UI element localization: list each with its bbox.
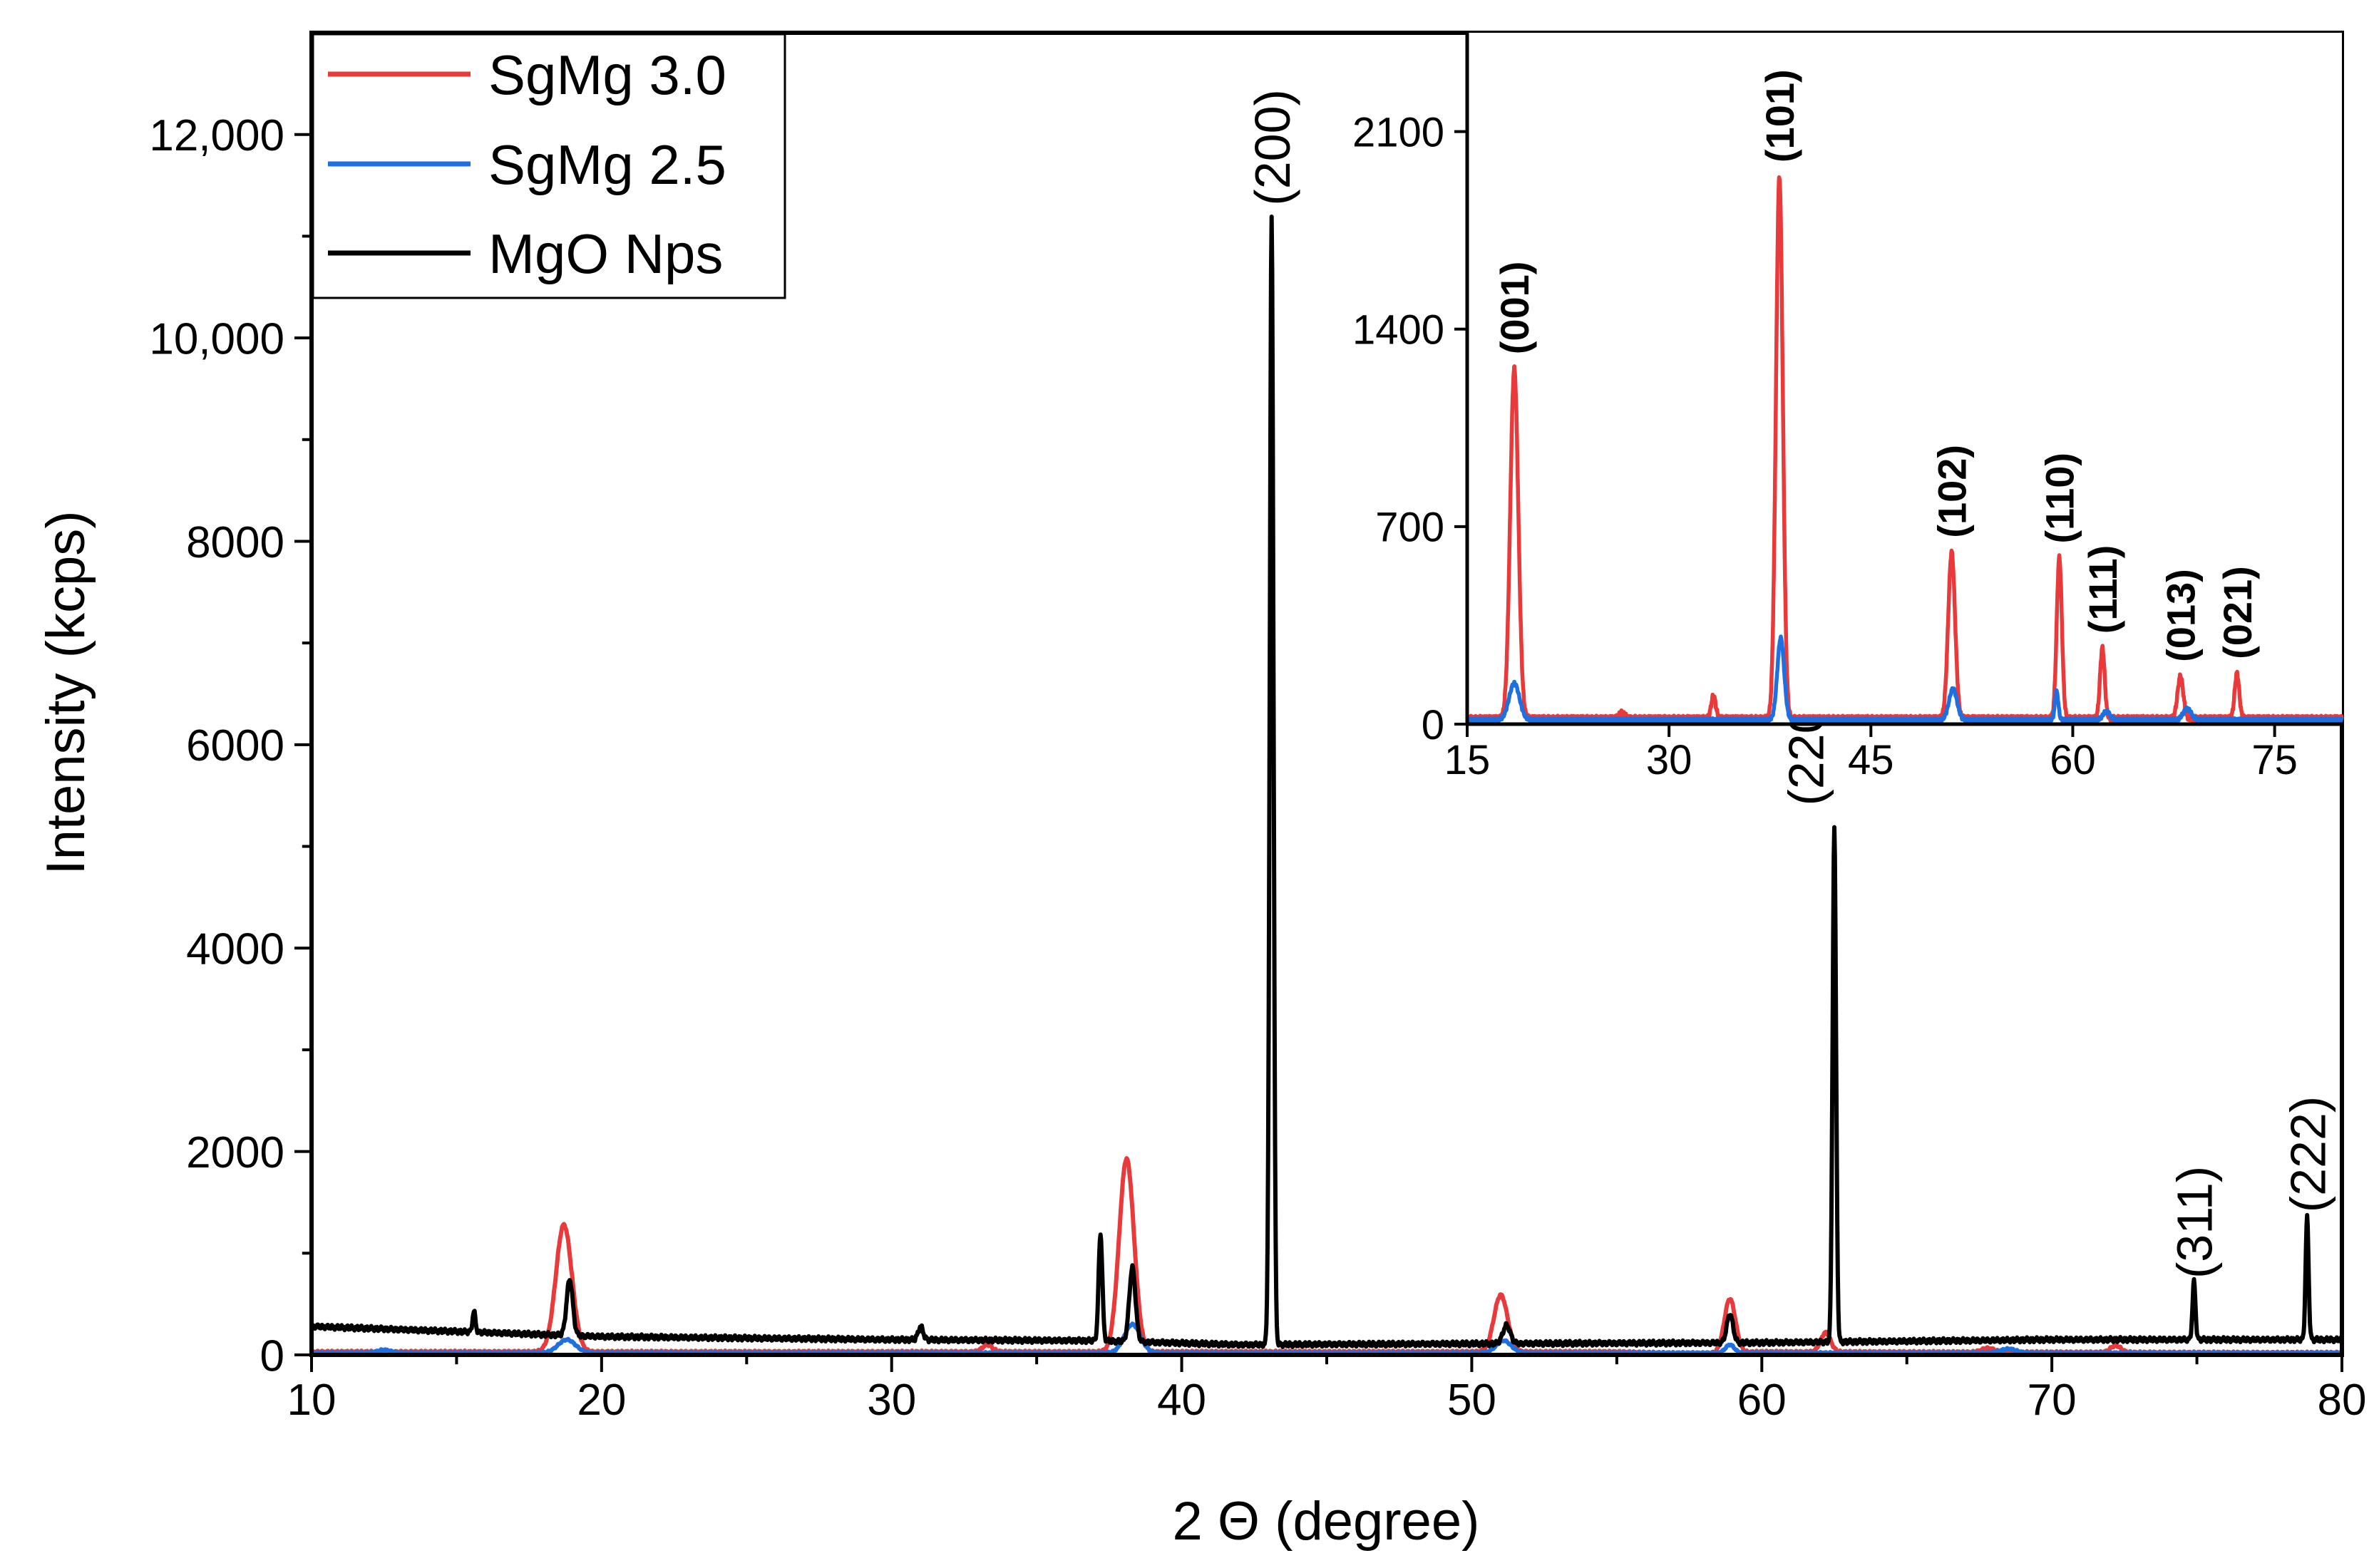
main-x-tick-label: 10	[287, 1376, 336, 1425]
main-x-tick-label: 60	[1737, 1376, 1787, 1425]
main-x-axis-label: 2 Θ (degree)	[1173, 1491, 1480, 1552]
legend: SgMg 3.0 SgMg 2.5 MgO Nps	[312, 33, 786, 299]
main-y-tick-label: 2000	[186, 1128, 284, 1177]
inset-plot: 15 30 45 60 75 0 700 1400 2100 (001) (101) (102) (1…	[1352, 33, 2344, 783]
main-y-tick-label: 0	[260, 1331, 284, 1381]
inset-peak-label: (001)	[1492, 262, 1537, 355]
main-x-tick-label: 70	[2028, 1376, 2077, 1425]
main-peak-label: (311)	[2167, 1166, 2223, 1279]
inset-background	[1467, 33, 2342, 724]
legend-label-mgo-nps: MgO Nps	[488, 222, 723, 285]
main-ticks: 10 20 30 40 50 60 70 80 0 2000 4000 6000 8000 10,000 1…	[149, 111, 2366, 1425]
main-y-axis-label: Intensity (kcps)	[36, 510, 96, 875]
main-y-tick-label: 12,000	[149, 111, 284, 160]
main-peak-label: (222)	[2280, 1096, 2336, 1212]
main-x-tick-label: 40	[1157, 1376, 1206, 1425]
inset-series-sgmg-2-5	[1465, 634, 2344, 724]
inset-peak-label: (013)	[2159, 569, 2204, 662]
inset-peak-label: (101)	[1757, 69, 1802, 163]
inset-x-tick-label: 30	[1646, 737, 1692, 783]
main-x-tick-label: 20	[577, 1376, 626, 1425]
inset-y-tick-label: 2100	[1352, 109, 1444, 155]
inset-x-tick-label: 15	[1444, 737, 1491, 783]
main-y-tick-label: 8000	[186, 518, 284, 567]
inset-x-tick-label: 60	[2050, 737, 2096, 783]
main-y-tick-label: 6000	[186, 721, 284, 770]
inset-y-tick-label: 0	[1422, 702, 1444, 748]
inset-peak-label: (111)	[2080, 545, 2125, 634]
main-x-tick-label: 30	[867, 1376, 916, 1425]
main-y-tick-label: 10,000	[149, 314, 284, 363]
main-series-mgo-nps	[309, 215, 2344, 1349]
inset-ticks: 15 30 45 60 75 0 700 1400 2100	[1352, 109, 2298, 783]
inset-y-tick-label: 700	[1375, 505, 1444, 551]
inset-peak-label: (110)	[2038, 453, 2082, 544]
main-peak-label: (200)	[1245, 89, 1300, 205]
inset-peak-label: (021)	[2215, 566, 2260, 659]
main-y-tick-label: 4000	[186, 925, 284, 974]
inset-series-group	[1465, 175, 2344, 724]
legend-label-sgmg-2-5: SgMg 2.5	[488, 133, 726, 196]
inset-y-tick-label: 1400	[1352, 307, 1444, 354]
legend-label-sgmg-3-0: SgMg 3.0	[488, 43, 726, 106]
main-x-tick-label: 50	[1447, 1376, 1496, 1425]
inset-x-tick-label: 75	[2251, 737, 2298, 783]
inset-peak-labels: (001) (101) (102) (110)(111) (013) (021)	[1492, 69, 2260, 662]
main-x-tick-label: 80	[2318, 1376, 2367, 1425]
inset-x-tick-label: 45	[1848, 737, 1894, 783]
inset-peak-label: (102)	[1930, 445, 1975, 538]
